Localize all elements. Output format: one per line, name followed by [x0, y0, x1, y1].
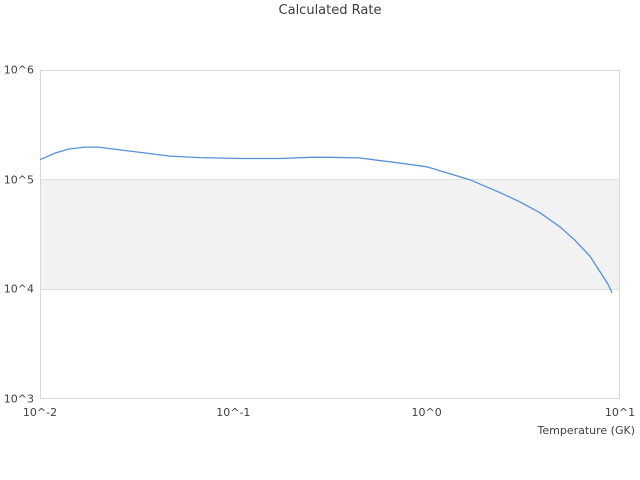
gridlines: [40, 179, 620, 290]
chart-title: Calculated Rate: [278, 3, 382, 18]
rate-curve: [39, 146, 613, 294]
x-tick-label: 10^-2: [22, 406, 58, 419]
y-tick-label: 10^6: [3, 63, 34, 77]
x-tick-label: 10^1: [604, 406, 636, 419]
y-tick-label: 10^5: [3, 173, 34, 187]
x-axis-title: Temperature (GK): [537, 424, 636, 437]
shaded-band: [40, 179, 620, 290]
y-tick-label: 10^3: [3, 392, 34, 406]
x-tick-label: 10^0: [411, 406, 442, 419]
y-tick-label: 10^4: [3, 282, 34, 296]
x-tick-label: 10^-1: [216, 406, 251, 419]
plot-border: [40, 70, 620, 399]
